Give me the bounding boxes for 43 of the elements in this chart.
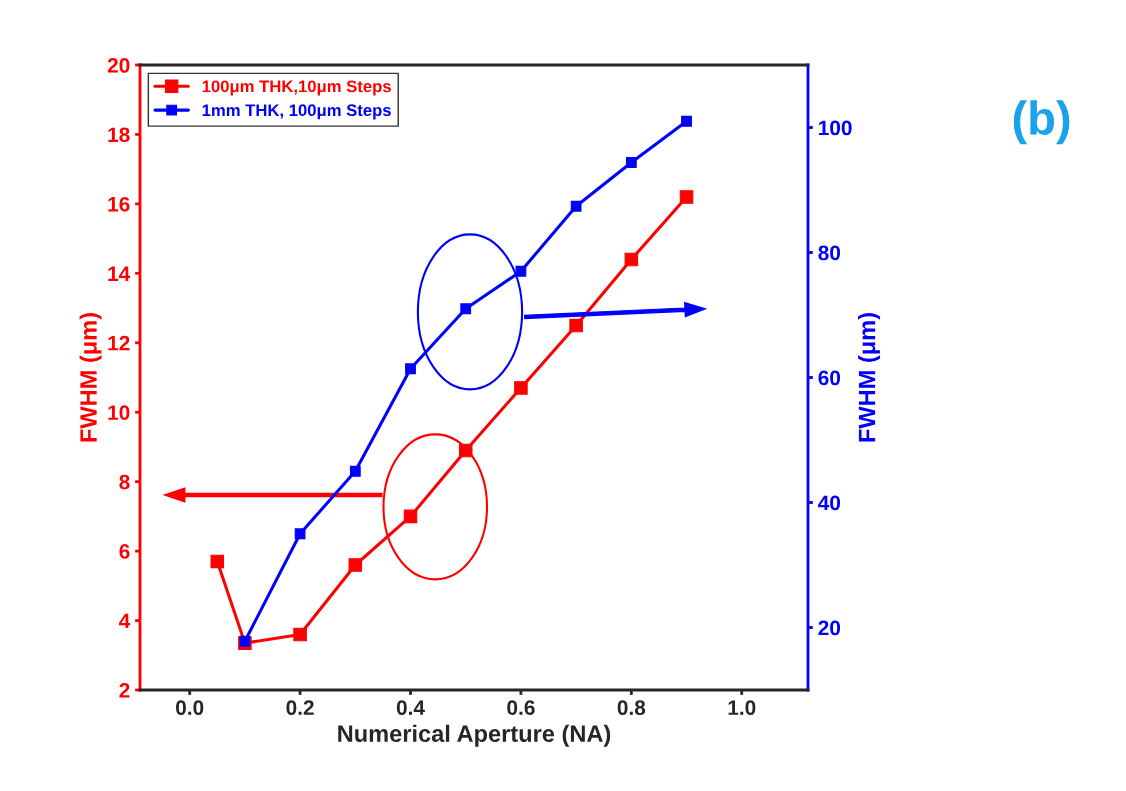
point [210, 554, 225, 569]
y2-tick-label: 20 [818, 620, 841, 636]
y-tick-label: 18 [108, 127, 130, 143]
y-tick-label: 10 [108, 405, 130, 420]
x-tick-label: 0.6 [507, 700, 535, 716]
point [681, 115, 692, 127]
point [515, 265, 527, 277]
point [293, 627, 307, 642]
y-tick-label: 12 [108, 335, 130, 351]
y-axis-title: FWHM (μm) [79, 313, 102, 442]
y2-tick-label: 100 [819, 120, 852, 136]
y-tick-label: 14 [108, 266, 131, 281]
x-tick-label: 0.0 [176, 700, 204, 716]
point [624, 252, 639, 267]
point [569, 318, 583, 333]
point [405, 363, 416, 375]
point [403, 509, 418, 524]
point [514, 381, 528, 395]
y-tick-label: 16 [108, 196, 130, 212]
y-tick-label: 6 [119, 544, 130, 559]
text: (b) [1013, 100, 1070, 145]
x-tick-label: 0.2 [286, 700, 314, 716]
legend-label: 100μm THK,10μm Steps [202, 80, 391, 96]
y2-tick-label: 60 [818, 370, 841, 386]
y-tick-label: 8 [119, 474, 130, 490]
point [679, 190, 694, 204]
point [348, 558, 363, 572]
x-axis-title: Numerical Aperture (NA) [338, 724, 611, 747]
point [294, 528, 306, 540]
y-tick-label: 2 [119, 683, 130, 698]
y2-axis-title: FWHM (μm) [858, 313, 881, 442]
legend-label: 1mm THK, 100μm Steps [202, 104, 391, 120]
y2-tick-label: 40 [818, 495, 841, 511]
y2-tick-label: 80 [818, 245, 841, 261]
x-tick-label: 0.4 [396, 700, 425, 716]
x-tick-label: 1.0 [728, 700, 756, 716]
point [349, 465, 361, 477]
y-tick-label: 4 [119, 613, 131, 629]
point [570, 200, 582, 212]
y-tick-label: 20 [107, 58, 130, 73]
point [460, 303, 472, 315]
x-tick-label: 0.8 [617, 700, 646, 716]
point [625, 157, 637, 168]
